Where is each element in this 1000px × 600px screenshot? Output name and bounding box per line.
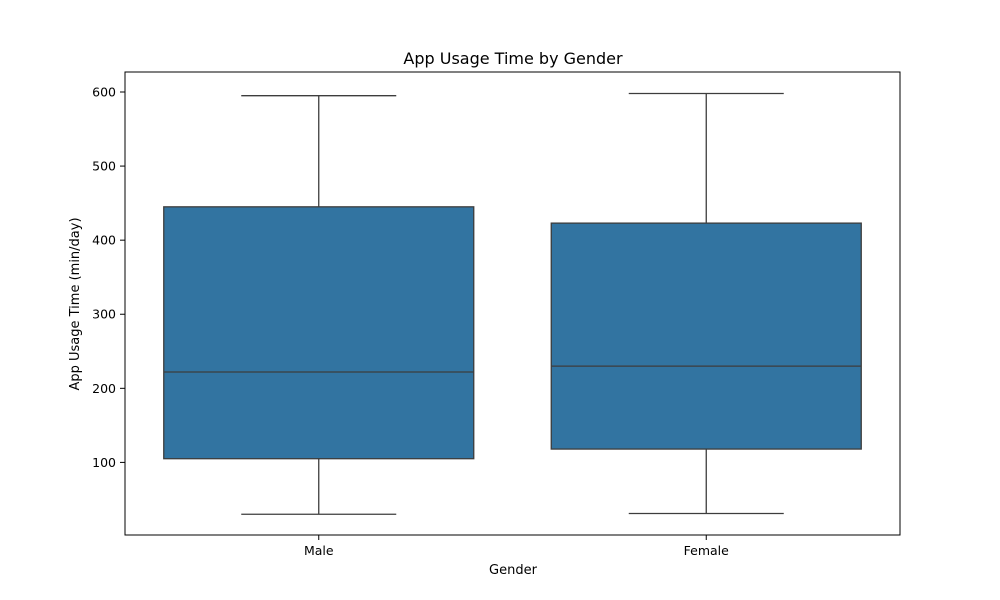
y-tick-label: 600 bbox=[92, 85, 116, 100]
box-female bbox=[550, 92, 862, 515]
x-tick-label: Female bbox=[684, 543, 730, 558]
box-iqr bbox=[550, 222, 862, 450]
y-axis-label: App Usage Time (min/day) bbox=[68, 217, 83, 390]
plot-frame bbox=[124, 71, 901, 536]
y-tick-label: 500 bbox=[92, 159, 116, 174]
x-axis-label: Gender bbox=[489, 563, 538, 578]
x-axis: Male Female bbox=[304, 535, 729, 558]
x-tick-label: Male bbox=[304, 543, 334, 558]
boxes-layer bbox=[163, 92, 862, 515]
y-tick-label: 200 bbox=[92, 381, 116, 396]
y-axis: 100 200 300 400 500 600 bbox=[92, 85, 125, 470]
chart-title: App Usage Time by Gender bbox=[403, 49, 623, 68]
y-tick-label: 400 bbox=[92, 233, 116, 248]
y-tick-label: 300 bbox=[92, 307, 116, 322]
box-iqr bbox=[163, 206, 475, 460]
y-tick-label: 100 bbox=[92, 455, 116, 470]
box-male bbox=[163, 95, 475, 515]
